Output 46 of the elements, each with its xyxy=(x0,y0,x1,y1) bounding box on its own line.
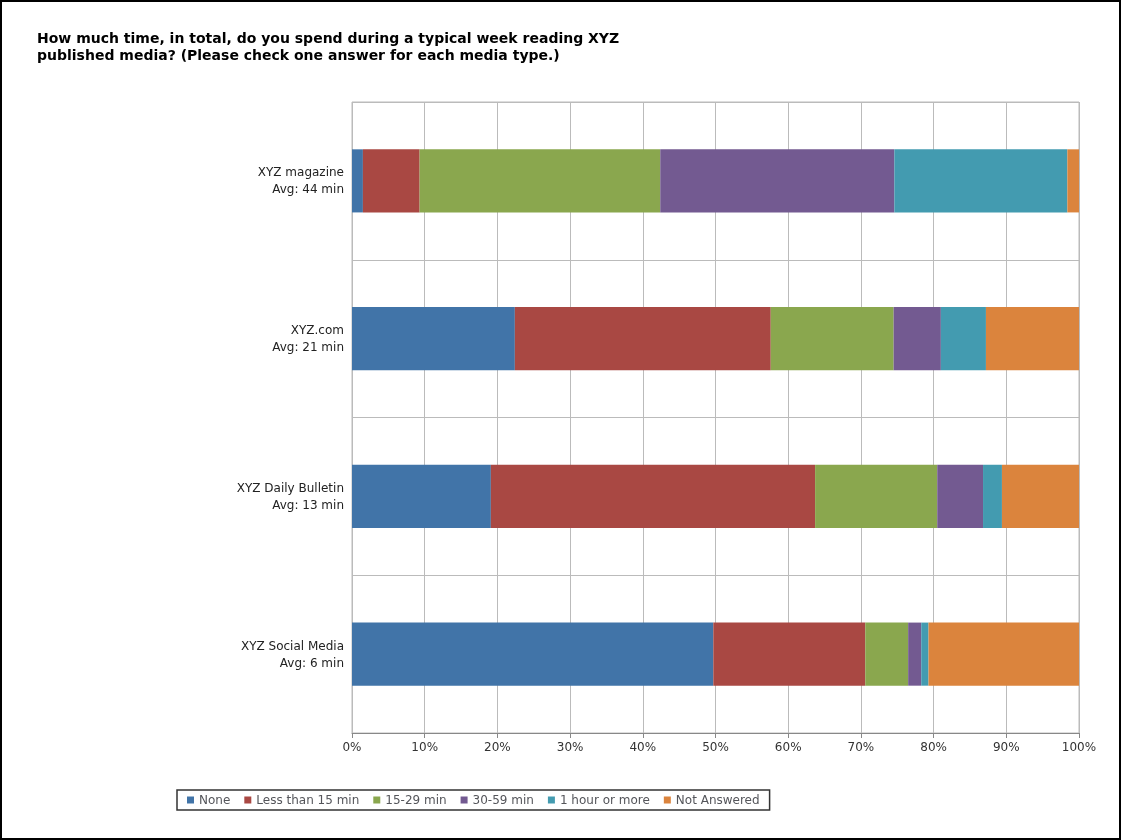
bar xyxy=(815,464,938,528)
y-tick-label: XYZ Daily Bulletin Avg: 13 min xyxy=(236,480,344,512)
legend-label: Not Answered xyxy=(675,793,760,807)
bar xyxy=(352,464,491,528)
bar xyxy=(490,464,816,528)
bar xyxy=(921,622,929,686)
bar xyxy=(713,622,866,686)
bar xyxy=(908,622,922,686)
bar xyxy=(937,464,984,528)
y-tick-label: XYZ magazine Avg: 44 min xyxy=(257,165,344,197)
x-tick-label: 20% xyxy=(484,740,511,754)
x-tick-label: 30% xyxy=(556,740,584,754)
legend-label: 30-59 min xyxy=(472,793,534,807)
bar xyxy=(770,307,894,371)
x-tick-label: 10% xyxy=(411,740,439,754)
x-tick-label: 40% xyxy=(629,740,657,754)
bar xyxy=(1067,149,1079,213)
bar xyxy=(419,149,661,213)
y-tick-label: XYZ Social Media Avg: 6 min xyxy=(240,638,344,670)
bar xyxy=(362,149,420,213)
bar xyxy=(985,307,1079,371)
bar xyxy=(983,464,1002,528)
legend-label: 15-29 min xyxy=(385,793,447,807)
x-tick-label: 90% xyxy=(992,740,1020,754)
bar xyxy=(940,307,986,371)
bar xyxy=(352,307,515,371)
bar xyxy=(1001,464,1079,528)
bar xyxy=(352,622,714,686)
x-tick-label: 70% xyxy=(847,740,875,754)
x-tick-label: 100% xyxy=(1061,740,1097,754)
x-tick-label: 0% xyxy=(342,740,362,754)
bar xyxy=(894,149,1068,213)
bar xyxy=(865,622,909,686)
legend-label: 1 hour or more xyxy=(559,793,650,807)
legend-label: None xyxy=(199,793,231,807)
x-tick-label: 50% xyxy=(702,740,729,754)
bar xyxy=(660,149,895,213)
bar xyxy=(514,307,771,371)
bar xyxy=(893,307,941,371)
x-tick-label: 80% xyxy=(920,740,947,754)
legend-label: Less than 15 min xyxy=(256,793,360,807)
bar xyxy=(352,149,363,213)
x-tick-label: 60% xyxy=(774,740,802,754)
bar xyxy=(928,622,1079,686)
chart-title: How much time, in total, do you spend during a typical week reading XYZ published media? (Please check one answer for each media type.) xyxy=(37,29,620,63)
y-tick-label: XYZ.com Avg: 21 min xyxy=(272,323,344,355)
